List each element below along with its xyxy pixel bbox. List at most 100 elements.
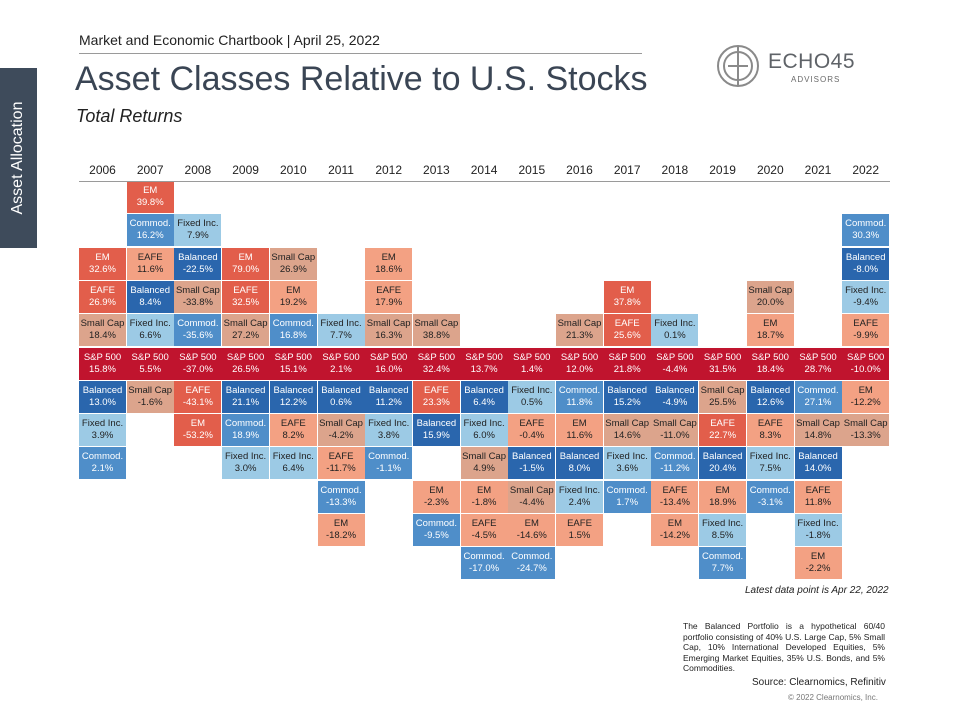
page-subtitle: Total Returns — [76, 106, 183, 126]
cell-asset-label: Balanced — [798, 451, 838, 463]
cell-return-value: 16.8% — [279, 330, 307, 342]
cell-asset-label: EAFE — [423, 384, 449, 396]
cell-asset-label: Small Cap — [509, 484, 554, 496]
cell-asset-label: EAFE — [137, 251, 163, 263]
cell-return-value: 18.7% — [756, 330, 784, 342]
cell-return-value: 0.1% — [664, 330, 686, 342]
cell-asset-label: Fixed Inc. — [558, 484, 601, 496]
table-cell-fixed-inc: Fixed Inc. -1.8% — [794, 514, 842, 546]
table-cell-commod: Commod. 2.1% — [79, 447, 126, 480]
cell-return-value: -13.3% — [850, 430, 881, 442]
cell-asset-label: Fixed Inc. — [511, 384, 553, 396]
cell-asset-label: EAFE — [328, 451, 354, 463]
table-cell-small-cap: Small Cap -11.0% — [651, 414, 699, 447]
table-cell-balanced: Balanced 8.0% — [556, 447, 603, 480]
cell-asset-label: Small Cap — [80, 318, 125, 330]
table-cell-small-cap: Small Cap 16.3% — [365, 314, 413, 347]
cell-asset-label: S&P 500 — [465, 351, 503, 363]
table-cell-fixed-inc: Fixed Inc. 0.1% — [651, 314, 699, 347]
cell-asset-label: EM — [620, 284, 635, 296]
table-cell-balanced: Balanced -4.9% — [651, 380, 699, 413]
cell-return-value: -11.0% — [660, 430, 690, 442]
table-cell-small-cap: Small Cap 21.3% — [556, 314, 603, 347]
cell-return-value: 12.0% — [566, 363, 593, 375]
table-cell-balanced: Balanced 11.2% — [365, 380, 413, 413]
cell-asset-label: EM — [667, 518, 683, 529]
cell-asset-label: S&P 500 — [131, 351, 169, 363]
cell-return-value: 18.9% — [232, 430, 260, 442]
table-cell-em: EM 79.0% — [222, 247, 270, 280]
table-cell-fixed-inc: Fixed Inc. 3.0% — [222, 447, 270, 480]
cell-asset-label: Fixed Inc. — [81, 418, 124, 430]
cell-asset-label: Small Cap — [557, 318, 602, 330]
cell-return-value: 23.3% — [422, 396, 450, 408]
cell-asset-label: EM — [715, 484, 730, 496]
cell-asset-label: S&P 500 — [608, 351, 646, 363]
table-cell-balanced: Balanced 21.1% — [222, 380, 270, 413]
cell-asset-label: EM — [572, 418, 587, 430]
cell-asset-label: Commod. — [511, 551, 553, 563]
cell-return-value: 7.9% — [187, 230, 209, 242]
table-cell-small-cap: Small Cap 18.4% — [79, 314, 126, 347]
table-cell-eafe: EAFE 25.6% — [603, 314, 651, 347]
cell-asset-label: Commod. — [749, 484, 791, 496]
cell-asset-label: EAFE — [614, 318, 640, 330]
table-cell-commod: Commod. -11.2% — [651, 447, 699, 480]
table-cell-balanced: Balanced 20.4% — [699, 447, 747, 480]
cell-return-value: 27.2% — [232, 330, 260, 342]
cell-return-value: 18.6% — [375, 263, 403, 275]
table-cell-small-cap: Small Cap 14.6% — [603, 414, 651, 447]
cell-asset-label: EM — [763, 318, 778, 330]
cell-asset-label: Commod. — [558, 384, 601, 396]
table-cell-sp500: S&P 500 28.7% — [794, 347, 843, 380]
cell-asset-label: S&P 500 — [560, 351, 599, 363]
table-cell-fixed-inc: Fixed Inc. 8.5% — [699, 514, 747, 546]
table-cell-balanced: Balanced 12.2% — [269, 380, 317, 413]
table-cell-fixed-inc: Fixed Inc. 7.9% — [174, 214, 222, 247]
cell-return-value: 3.6% — [616, 463, 639, 475]
cell-return-value: 28.7% — [804, 363, 832, 375]
cell-asset-label: S&P 500 — [847, 351, 885, 363]
cell-asset-label: Commod. — [81, 451, 124, 463]
cell-asset-label: EAFE — [805, 484, 831, 496]
cell-return-value: -22.5% — [182, 263, 213, 275]
cell-return-value: -4.4% — [662, 363, 688, 375]
cell-asset-label: S&P 500 — [322, 351, 360, 363]
cell-return-value: -3.1% — [757, 496, 783, 508]
cell-return-value: -2.3% — [423, 496, 449, 508]
table-cell-em: EM 11.6% — [556, 414, 603, 447]
table-cell-fixed-inc: Fixed Inc. 3.6% — [603, 447, 651, 480]
cell-asset-label: S&P 500 — [370, 351, 408, 363]
cell-return-value: 11.2% — [375, 396, 402, 408]
cell-asset-label: Commod. — [797, 384, 839, 396]
cell-return-value: 8.4% — [139, 296, 162, 308]
cell-return-value: -9.5% — [423, 530, 449, 541]
table-cell-sp500: S&P 500 18.4% — [746, 347, 795, 380]
table-cell-balanced: Balanced -8.0% — [842, 247, 890, 280]
table-cell-commod: Commod. -35.6% — [174, 314, 222, 347]
cell-asset-label: Small Cap — [462, 451, 506, 463]
table-cell-eafe: EAFE -43.1% — [174, 380, 222, 413]
cell-asset-label: Balanced — [225, 384, 266, 396]
table-cell-small-cap: Small Cap 25.5% — [699, 380, 747, 413]
table-cell-sp500: S&P 500 31.5% — [699, 347, 748, 380]
cell-return-value: -1.1% — [376, 463, 402, 475]
cell-return-value: 6.6% — [139, 330, 162, 342]
cell-asset-label: S&P 500 — [656, 351, 694, 363]
cell-return-value: 3.0% — [234, 463, 257, 475]
cell-return-value: 8.2% — [282, 430, 305, 442]
cell-asset-label: Small Cap — [223, 318, 268, 330]
cell-return-value: 31.5% — [709, 363, 737, 375]
table-cell-em: EM 19.2% — [269, 280, 317, 313]
cell-asset-label: Fixed Inc. — [797, 518, 839, 529]
cell-asset-label: EM — [286, 284, 301, 296]
cell-return-value: 19.2% — [279, 296, 307, 308]
cell-return-value: 8.3% — [759, 430, 782, 442]
cell-return-value: -0.4% — [519, 430, 545, 442]
cell-return-value: -18.2% — [325, 530, 357, 541]
cell-asset-label: Commod. — [320, 484, 362, 496]
cell-return-value: 11.8% — [566, 396, 593, 408]
cell-return-value: 26.9% — [279, 263, 307, 275]
cell-asset-label: Balanced — [511, 451, 552, 463]
table-cell-balanced: Balanced -22.5% — [174, 247, 222, 280]
